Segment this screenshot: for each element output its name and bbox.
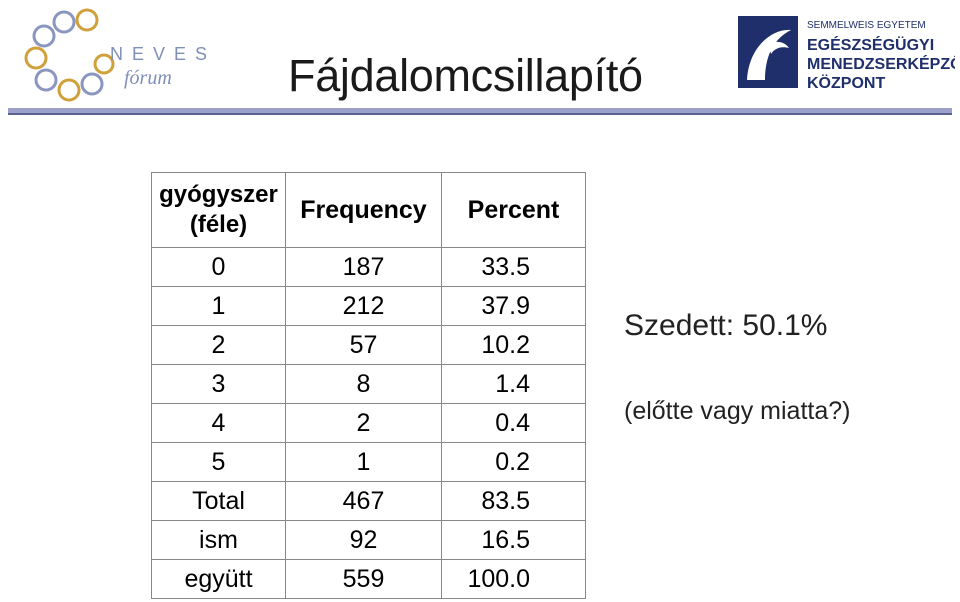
table-row: 1 212 37.9 <box>151 286 586 326</box>
header-frequency: Frequency <box>285 172 442 248</box>
svg-text:MENEDZSERKÉPZŐ: MENEDZSERKÉPZŐ <box>807 54 955 73</box>
frequency-table: gyógyszer (féle) Frequency Percent 0 187 3… <box>151 172 586 599</box>
percent-cell: 83.5 <box>441 481 586 521</box>
svg-text:EGÉSZSÉGÜGYI: EGÉSZSÉGÜGYI <box>807 35 934 54</box>
row-label: 3 <box>151 364 286 404</box>
percent-cell: 100.0 <box>441 559 586 599</box>
forum-text: fórum <box>124 67 172 89</box>
percent-cell: 10.2 <box>441 325 586 365</box>
semmelweis-logo: SEMMELWEIS EGYETEM EGÉSZSÉGÜGYI MENEDZSE… <box>735 14 960 98</box>
header-drug-count: gyógyszer (féle) <box>151 172 286 248</box>
row-label: 0 <box>151 247 286 287</box>
row-label: ism <box>151 520 286 560</box>
header-divider-shadow <box>8 113 952 115</box>
header-percent: Percent <box>441 172 586 248</box>
neves-forum-logo: NEVES fórum <box>14 6 214 106</box>
header-divider <box>8 108 952 113</box>
percent-cell: 33.5 <box>441 247 586 287</box>
table-row: 3 8 1.4 <box>151 364 586 404</box>
neves-ring-icon: NEVES fórum <box>24 8 214 102</box>
row-label: 2 <box>151 325 286 365</box>
semmelweis-emblem-icon: SEMMELWEIS EGYETEM EGÉSZSÉGÜGYI MENEDZSE… <box>738 16 960 92</box>
table-row: együtt 559 100.0 <box>151 559 586 599</box>
frequency-cell: 2 <box>285 403 442 443</box>
frequency-cell: 559 <box>285 559 442 599</box>
table-row: 0 187 33.5 <box>151 247 586 287</box>
table-header-row: gyógyszer (féle) Frequency Percent <box>151 172 586 248</box>
row-label: 4 <box>151 403 286 443</box>
row-label: Total <box>151 481 286 521</box>
neves-text: NEVES <box>110 44 214 64</box>
frequency-cell: 8 <box>285 364 442 404</box>
table-row: 5 1 0.2 <box>151 442 586 482</box>
frequency-cell: 92 <box>285 520 442 560</box>
frequency-cell: 187 <box>285 247 442 287</box>
table-row: 4 2 0.4 <box>151 403 586 443</box>
svg-text:SEMMELWEIS EGYETEM: SEMMELWEIS EGYETEM <box>807 20 926 31</box>
row-label: 1 <box>151 286 286 326</box>
frequency-cell: 57 <box>285 325 442 365</box>
frequency-cell: 1 <box>285 442 442 482</box>
percent-cell: 16.5 <box>441 520 586 560</box>
percent-cell: 0.2 <box>441 442 586 482</box>
frequency-cell: 467 <box>285 481 442 521</box>
table-row: 2 57 10.2 <box>151 325 586 365</box>
table-row: Total 467 83.5 <box>151 481 586 521</box>
timing-question: (előtte vagy miatta?) <box>624 397 851 425</box>
row-label: együtt <box>151 559 286 599</box>
percent-cell: 1.4 <box>441 364 586 404</box>
row-label: 5 <box>151 442 286 482</box>
table-row: ism 92 16.5 <box>151 520 586 560</box>
percent-cell: 37.9 <box>441 286 586 326</box>
taken-summary: Szedett: 50.1% <box>624 309 828 342</box>
header-drug-line2: (féle) <box>189 211 248 238</box>
frequency-cell: 212 <box>285 286 442 326</box>
svg-text:KÖZPONT: KÖZPONT <box>807 73 885 92</box>
page-title: Fájdalomcsillapító <box>288 50 643 101</box>
header-drug-line1: gyógyszer <box>159 181 278 208</box>
percent-cell: 0.4 <box>441 403 586 443</box>
